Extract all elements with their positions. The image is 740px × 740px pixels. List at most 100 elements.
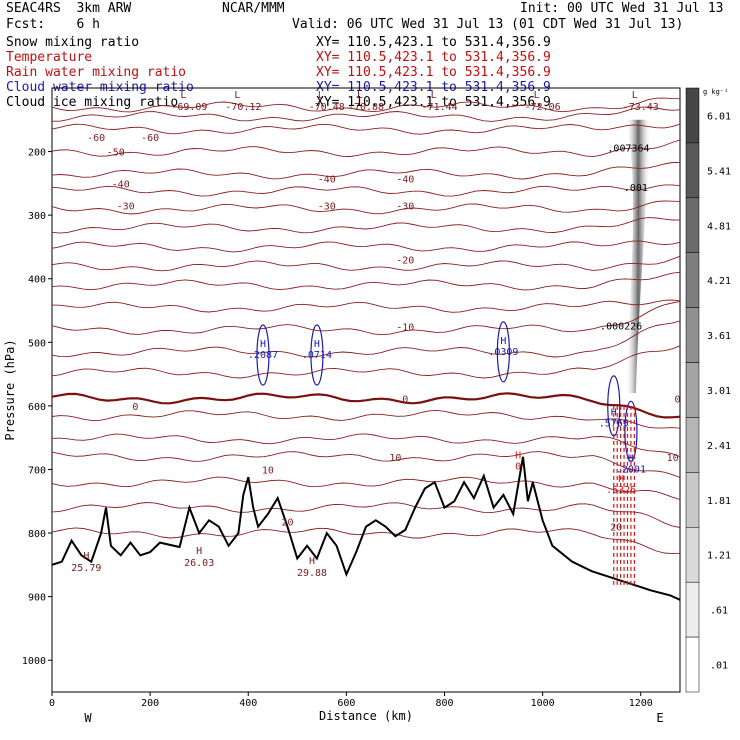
isotherm-line (51, 200, 681, 215)
y-tick-label: 500 (28, 338, 46, 349)
low-marker: L (534, 90, 540, 101)
temperature-label: -40 (318, 174, 336, 185)
colorbar-label: 5.41 (707, 166, 731, 177)
x-axis-label: Distance (km) (319, 709, 413, 723)
temperature-label: -40 (112, 179, 130, 190)
temperature-label: -30 (396, 202, 414, 213)
isotherm-line (51, 451, 681, 478)
colorbar-cell (685, 417, 700, 473)
temperature-label: 0 (402, 394, 408, 405)
temperature-label: -60 (141, 133, 159, 144)
cloud-water-label: .2087 (248, 350, 278, 361)
surface-temperature-label: 25.79 (71, 563, 101, 574)
y-tick-label: 1000 (22, 656, 46, 667)
isotherm-line (51, 217, 681, 234)
isotherm-line (51, 527, 681, 555)
colorbar-label: 2.41 (707, 441, 731, 452)
snow-mixing-label: .000226 (600, 322, 642, 333)
cloud-water-high-marker: H (628, 453, 634, 464)
y-tick-label: 600 (28, 402, 46, 413)
isotherm-line (52, 106, 681, 122)
cloud-water-label: .0309 (488, 347, 518, 358)
y-tick-label: 300 (28, 211, 46, 222)
y-tick-label: 200 (28, 148, 46, 159)
legend-entry: Rain water mixing ratio (6, 65, 187, 80)
temperature-label: 10 (667, 453, 679, 464)
colorbar-label: 1.21 (707, 551, 731, 562)
top-temperature-label: -72.06 (525, 102, 561, 113)
legend-entry: Snow mixing ratio (6, 35, 140, 50)
cloud-water-label: .2001 (616, 464, 646, 475)
y-tick-label: 900 (28, 593, 46, 604)
colorbar-label: .01 (710, 661, 728, 672)
rain-high-marker: H (515, 450, 521, 461)
temperature-label: -30 (117, 202, 135, 213)
colorbar-label: 1.81 (707, 496, 731, 507)
cloud-water-contour (624, 400, 638, 462)
colorbar-cell (685, 252, 700, 308)
high-marker: H (309, 556, 315, 567)
surface-temperature-label: 29.88 (297, 568, 327, 579)
isotherm-line (51, 345, 681, 379)
isotherm-line (51, 502, 681, 528)
cloud-water-high-marker: H (500, 336, 506, 347)
cloud-water-contour (496, 321, 510, 383)
legend-xy-range: XY= 110.5,423.1 to 531.4,356.9 (316, 50, 551, 65)
isotherm-line (51, 409, 681, 429)
init-time: Init: 00 UTC Wed 31 Jul 13 (520, 1, 724, 16)
low-marker: L (318, 90, 324, 101)
low-marker: L (234, 90, 240, 101)
colorbar-units: g kg⁻¹ (703, 88, 728, 96)
isotherm-line (51, 300, 681, 336)
center-label: NCAR/MMM (222, 1, 285, 16)
colorbar-cell (685, 362, 700, 418)
temperature-label: 0 (132, 402, 138, 413)
colorbar-cell (685, 527, 700, 583)
low-marker: L (431, 90, 437, 101)
x-tick-label: 200 (141, 698, 159, 709)
top-temperature-label: -69.09 (171, 102, 207, 113)
legend-xy-range: XY= 110.5,423.1 to 531.4,356.9 (316, 95, 551, 110)
top-temperature-label: -71.44 (422, 102, 458, 113)
isotherm-line (51, 123, 681, 135)
snow-mixing-label: .007364 (607, 144, 649, 155)
colorbar-label: .61 (710, 606, 728, 617)
high-marker: H (196, 546, 202, 557)
temperature-label: 10 (262, 465, 274, 476)
cloud-water-contour (310, 324, 324, 386)
colorbar-label: 4.81 (707, 221, 731, 232)
x-tick-label: 0 (49, 698, 55, 709)
temperature-label: -20 (396, 256, 414, 267)
colorbar-cell (685, 581, 700, 638)
isotherm-line (51, 184, 681, 197)
cloud-water-label: .5765 (599, 419, 629, 430)
colorbar-cell (685, 472, 700, 528)
rain-high-marker: H (618, 474, 624, 485)
x-tick-label: 1200 (629, 698, 653, 709)
colorbar-label: 3.01 (707, 386, 731, 397)
high-marker: H (83, 551, 89, 562)
colorbar-cell (685, 636, 700, 693)
surface-temperature-label: 26.03 (184, 558, 214, 569)
cloud-water-contour (256, 324, 270, 386)
y-tick-label: 700 (28, 465, 46, 476)
isotherm-line (51, 97, 681, 113)
temperature-label: 10 (389, 453, 401, 464)
isotherm-line (51, 476, 681, 500)
y-axis-label: Pressure (hPa) (3, 339, 17, 440)
plot-frame (51, 87, 681, 693)
colorbar-cell (685, 87, 700, 144)
colorbar-label: 6.01 (707, 111, 731, 122)
snow-shading (625, 119, 651, 394)
colorbar-cell (685, 197, 700, 253)
isotherm-line (51, 240, 681, 253)
isotherm-line (51, 320, 681, 358)
temperature-label: 20 (281, 518, 293, 529)
x-tick-label: 800 (435, 698, 453, 709)
terrain-line (51, 456, 681, 601)
legend-xy-range: XY= 110.5,423.1 to 531.4,356.9 (316, 35, 551, 50)
colorbar-label: 4.21 (707, 276, 731, 287)
cloud-water-high-marker: H (314, 339, 320, 350)
snow-mixing-label: .001 (624, 183, 648, 194)
